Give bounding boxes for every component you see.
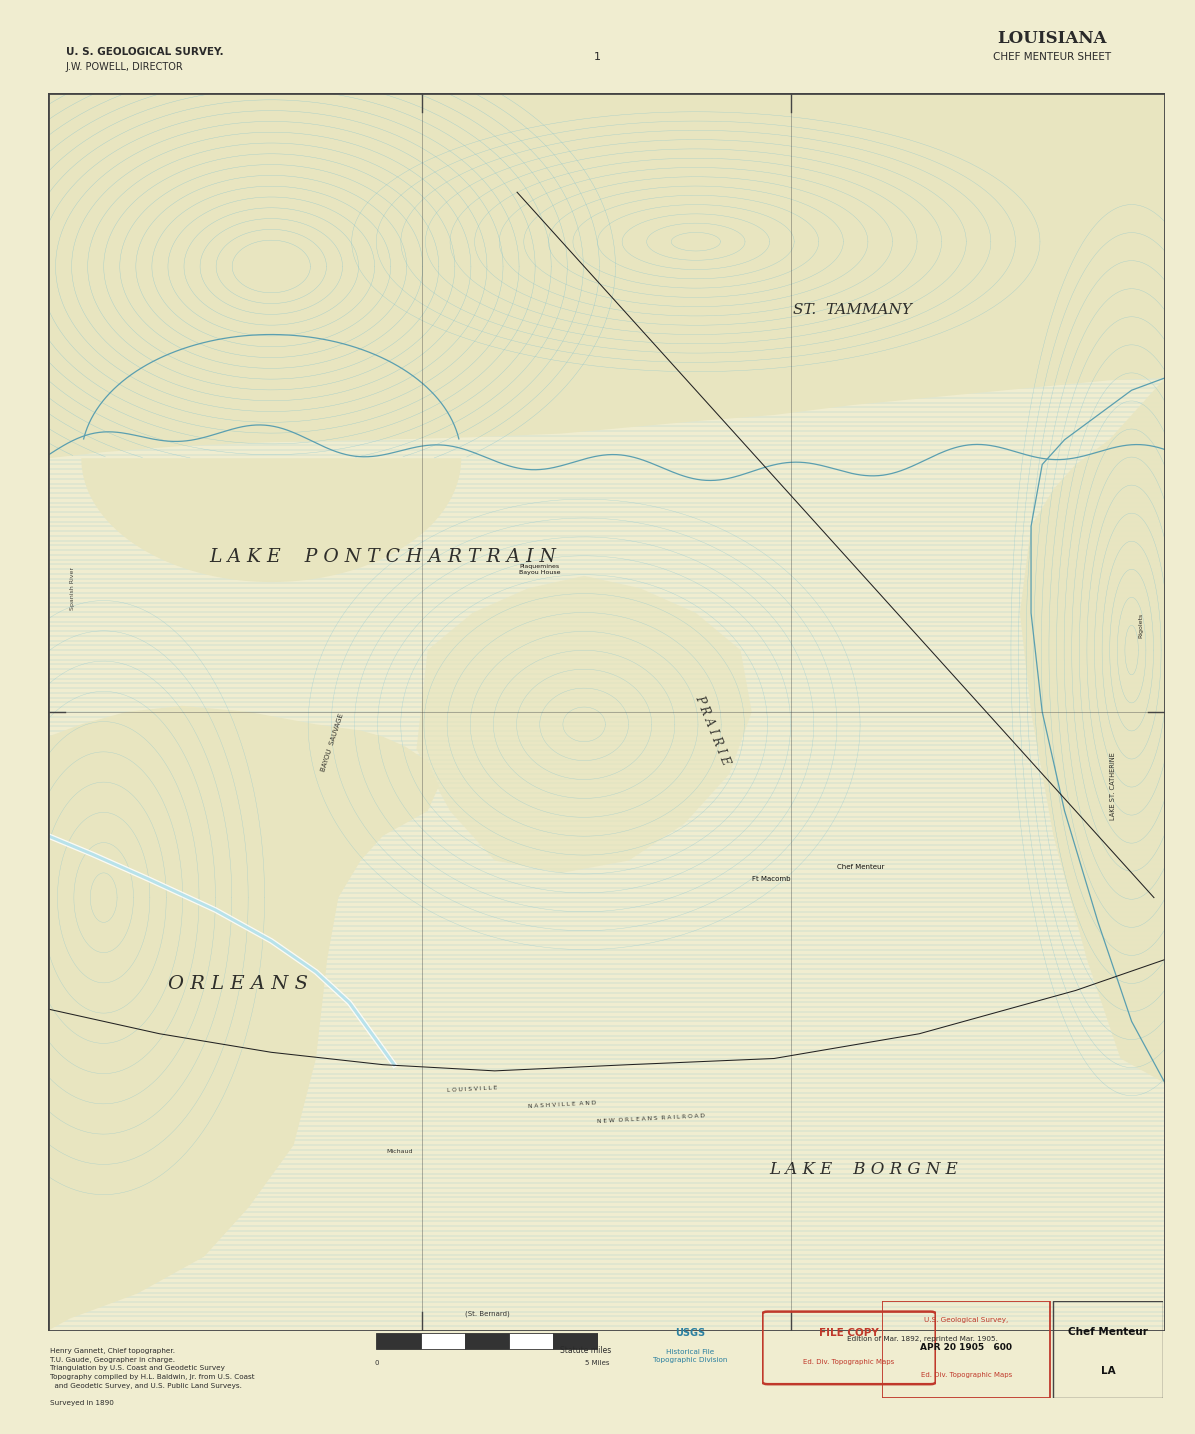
Polygon shape (417, 576, 752, 873)
Text: Edition of Mar. 1892, reprinted Mar. 1905.: Edition of Mar. 1892, reprinted Mar. 190… (847, 1336, 998, 1342)
Text: Historical File
Topographic Division: Historical File Topographic Division (652, 1349, 728, 1362)
Text: Ed. Div. Topographic Maps: Ed. Div. Topographic Maps (920, 1372, 1012, 1378)
Bar (509, 1332, 553, 1349)
Text: Spanish River: Spanish River (69, 566, 75, 609)
Text: Chef Menteur: Chef Menteur (1068, 1326, 1148, 1336)
Bar (376, 1332, 421, 1349)
Text: USGS: USGS (675, 1328, 705, 1338)
Bar (465, 1332, 509, 1349)
Polygon shape (48, 706, 439, 1331)
Text: J.W. POWELL, DIRECTOR: J.W. POWELL, DIRECTOR (66, 63, 184, 72)
Text: Ed. Div. Topographic Maps: Ed. Div. Topographic Maps (803, 1359, 895, 1365)
Polygon shape (1019, 93, 1165, 1083)
Text: Henry Gannett, Chief topographer.
T.U. Gaude, Geographer in charge.
Triangulatio: Henry Gannett, Chief topographer. T.U. G… (50, 1348, 255, 1407)
Bar (421, 1332, 465, 1349)
Text: 0: 0 (374, 1359, 379, 1365)
Text: L A K E    B O R G N E: L A K E B O R G N E (770, 1162, 958, 1179)
Text: FILE COPY: FILE COPY (820, 1328, 878, 1338)
Text: BAYOU  SAUVAGE: BAYOU SAUVAGE (320, 713, 345, 773)
Text: 5 Miles: 5 Miles (586, 1359, 609, 1365)
Text: ST.  TAMMANY: ST. TAMMANY (792, 303, 912, 317)
Text: U. S. GEOLOGICAL SURVEY.: U. S. GEOLOGICAL SURVEY. (66, 47, 223, 56)
Bar (1053, 1301, 1163, 1398)
Polygon shape (48, 93, 1165, 459)
Text: N A S H V I L L E  A N D: N A S H V I L L E A N D (527, 1100, 596, 1108)
Text: L A K E    P O N T C H A R T R A I N: L A K E P O N T C H A R T R A I N (209, 548, 557, 566)
Text: O R L E A N S: O R L E A N S (167, 975, 308, 994)
Text: Plaquemines
Bayou House: Plaquemines Bayou House (519, 564, 560, 575)
Text: Chef Menteur: Chef Menteur (836, 863, 884, 869)
Text: N E W  O R L E A N S  R A I L R O A D: N E W O R L E A N S R A I L R O A D (598, 1114, 705, 1124)
Text: Ft Macomb: Ft Macomb (752, 876, 790, 882)
Text: (St. Bernard): (St. Bernard) (465, 1311, 509, 1316)
Polygon shape (48, 459, 472, 582)
Text: 1: 1 (594, 53, 601, 62)
Text: Statute miles: Statute miles (560, 1347, 611, 1355)
Text: LA: LA (1101, 1365, 1115, 1375)
Text: Michaud: Michaud (386, 1149, 413, 1154)
Text: APR 20 1905   600: APR 20 1905 600 (920, 1344, 1012, 1352)
Text: LAKE ST. CATHERINE: LAKE ST. CATHERINE (1110, 753, 1116, 820)
Text: CHEF MENTEUR SHEET: CHEF MENTEUR SHEET (993, 53, 1110, 62)
Text: LOUISIANA: LOUISIANA (997, 30, 1107, 47)
Text: L O U I S V I L L E: L O U I S V I L L E (447, 1086, 498, 1093)
Bar (882, 1301, 1050, 1398)
Text: Rigolets: Rigolets (1138, 612, 1144, 638)
Text: P R A I R I E: P R A I R I E (693, 694, 733, 767)
Bar (553, 1332, 598, 1349)
Text: U.S. Geological Survey,: U.S. Geological Survey, (924, 1318, 1009, 1324)
